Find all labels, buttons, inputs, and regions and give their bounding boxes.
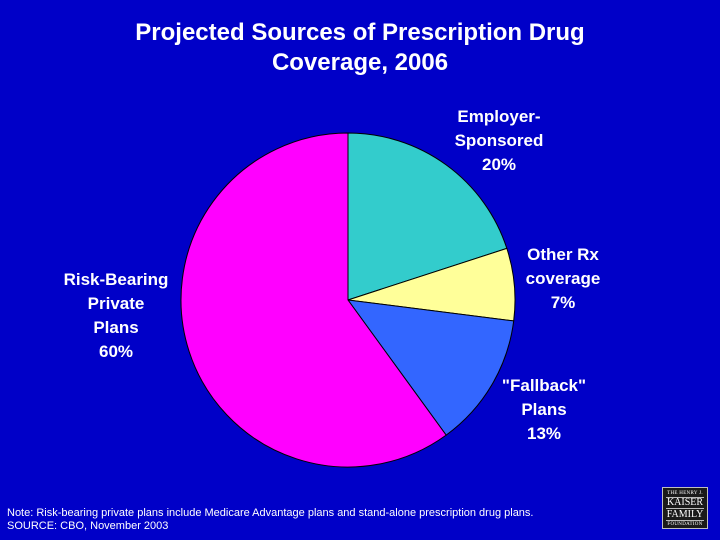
slice-label-fallback: "Fallback" Plans 13% xyxy=(488,374,600,446)
pie-slice-risk-bearing xyxy=(180,132,447,468)
slice-label-risk-bearing: Risk-Bearing Private Plans 60% xyxy=(50,268,182,364)
slice-label-risk-bearing-value: 60% xyxy=(98,342,134,361)
slice-label-risk-bearing-line-3: Plans xyxy=(93,318,139,337)
footnote: Note: Risk-bearing private plans include… xyxy=(7,507,533,533)
kaiser-foundation-logo: THE HENRY J. KAISER FAMILY FOUNDATION xyxy=(662,487,708,529)
footnote-note: Note: Risk-bearing private plans include… xyxy=(7,507,534,519)
chart-title-line-2: Coverage, 2006 xyxy=(271,49,449,76)
slice-label-fallback-line-2: Plans xyxy=(521,400,567,419)
pie-slice-fallback xyxy=(346,299,515,436)
logo-line-1: THE HENRY J. xyxy=(667,491,703,496)
slice-label-other-rx-line-1: Other Rx xyxy=(527,245,599,264)
slice-label-fallback-value: 13% xyxy=(526,424,562,443)
logo-line-3: FAMILY xyxy=(666,509,704,521)
slice-label-other-rx: Other Rx coverage 7% xyxy=(508,243,618,315)
footnote-source: SOURCE: CBO, November 2003 xyxy=(7,520,169,532)
chart-title: Projected Sources of Prescription Drug C… xyxy=(0,18,720,78)
slice-label-employer-line-2: Sponsored xyxy=(454,131,544,150)
slice-label-other-rx-line-2: coverage xyxy=(525,269,601,288)
slice-label-employer: Employer- Sponsored 20% xyxy=(440,105,558,177)
slice-label-other-rx-value: 7% xyxy=(550,293,576,312)
slice-label-risk-bearing-line-1: Risk-Bearing xyxy=(63,270,169,289)
slice-label-fallback-line-1: "Fallback" xyxy=(501,376,587,395)
slice-label-risk-bearing-line-2: Private xyxy=(87,294,145,313)
logo-line-2: KAISER xyxy=(666,497,704,509)
slice-label-employer-value: 20% xyxy=(481,155,517,174)
slice-label-employer-line-1: Employer- xyxy=(457,107,541,126)
chart-title-line-1: Projected Sources of Prescription Drug xyxy=(135,19,585,46)
pie-slice-employer xyxy=(347,132,508,301)
logo-line-4: FOUNDATION xyxy=(667,522,703,527)
